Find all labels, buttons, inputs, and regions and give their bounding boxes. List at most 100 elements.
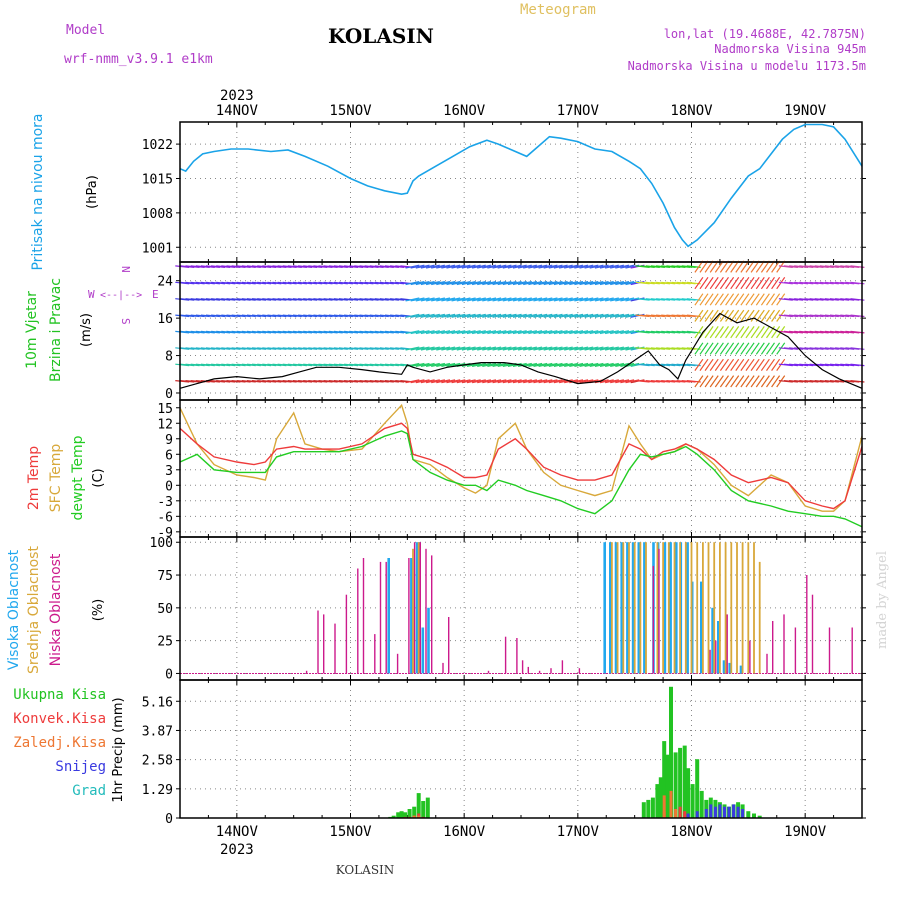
precip-bar-0: [655, 784, 660, 818]
wind-barb: [471, 330, 486, 335]
cloud-unit-label: (%): [91, 599, 106, 622]
cloud-bar-2: [578, 668, 581, 674]
precip-bar-0: [673, 752, 678, 818]
bottom-day-label: 17NOV: [557, 824, 600, 840]
top-day-label: 19NOV: [784, 103, 827, 119]
wind-barb: [420, 313, 435, 318]
wind-barb: [579, 313, 594, 318]
wind-barb: [451, 346, 466, 351]
precipitation-ytick-label: 5.16: [142, 695, 173, 710]
wind-barb: [694, 342, 704, 355]
cloud-bar-0: [669, 542, 672, 674]
cloud-bar-1: [639, 542, 642, 674]
wind-barb: [558, 313, 573, 318]
wind-barb: [471, 313, 486, 318]
cloud-bar-2: [357, 568, 359, 674]
cloud-bar-2: [487, 670, 490, 674]
wind-barb: [730, 260, 740, 273]
wind-barb: [420, 297, 435, 302]
cloud-bar-0: [675, 542, 678, 674]
wind-barb: [477, 362, 492, 367]
wind-barb: [714, 326, 724, 339]
precip-bar-0: [650, 797, 655, 818]
wind-barb: [771, 326, 781, 339]
wind-barb: [750, 293, 760, 306]
cloud-bar-1: [702, 542, 704, 674]
wind-barb: [410, 379, 425, 384]
bottom-day-label: 15NOV: [329, 824, 372, 840]
wind-barb: [492, 281, 507, 286]
wind-barb: [507, 313, 522, 318]
wind-barb: [574, 362, 589, 367]
wind-barb: [512, 379, 527, 384]
wind-barb: [714, 342, 724, 355]
wind-barb: [425, 281, 440, 286]
wind-barb: [451, 379, 466, 384]
pressure-unit-label: (hPa): [85, 175, 100, 209]
wind-barb: [771, 375, 781, 388]
wind-barb: [760, 342, 770, 355]
wind-barb: [456, 379, 471, 384]
precip-bar-3: [709, 804, 713, 818]
precip-bar-3: [713, 806, 717, 818]
wind-unit-label: (m/s): [79, 313, 94, 347]
wind-barb: [471, 264, 486, 269]
wind-barb: [719, 342, 729, 355]
wind-barb: [589, 362, 604, 367]
wind-barb: [487, 362, 502, 367]
wind-barb: [512, 297, 527, 302]
wind-barb: [466, 297, 481, 302]
wind-barb: [512, 264, 527, 269]
wind-barb: [456, 281, 471, 286]
cloud-bar-1: [622, 542, 625, 674]
precip-bar-3: [695, 811, 699, 818]
elevation-label: Nadmorska Visina 945m: [714, 42, 866, 56]
wind-barb: [538, 264, 553, 269]
wind-barb: [487, 281, 502, 286]
temperature-ytick-label: -3: [157, 495, 173, 510]
wind-barb: [725, 358, 735, 371]
wind-barb: [610, 330, 625, 335]
wind-barb: [558, 264, 573, 269]
precip-bar-0: [412, 806, 417, 818]
wind-barb: [704, 358, 714, 371]
wind-barb: [771, 260, 781, 273]
wind-barb: [709, 309, 719, 322]
cloud-bar-2: [323, 614, 325, 674]
cloud-bar-2: [448, 617, 450, 674]
cloud-bar-1: [758, 561, 761, 674]
wind-barb: [441, 346, 456, 351]
cloud-bar-2: [385, 561, 387, 674]
wind-barb: [709, 293, 719, 306]
wind-barb: [709, 375, 719, 388]
wind-barb: [745, 326, 755, 339]
wind-barb: [517, 281, 532, 286]
wind-barb: [543, 297, 558, 302]
temperature-ytick-label: 15: [157, 402, 173, 417]
cloud-bar-2: [408, 558, 410, 674]
temp-2m-line: [179, 422, 863, 510]
cloud-bar-2: [538, 670, 541, 674]
cloud-bar-2: [527, 666, 529, 674]
wind-barb: [538, 379, 553, 384]
cloud-bar-2: [652, 565, 654, 674]
wind-barb: [415, 346, 430, 351]
pressure-series-line: [179, 123, 863, 248]
cloud-bar-1: [611, 542, 613, 674]
wind-barb: [507, 379, 522, 384]
wind-barb: [477, 264, 492, 269]
wind-barb: [420, 379, 435, 384]
wind-barb: [533, 346, 548, 351]
wind-barb: [410, 297, 425, 302]
wind-barb: [709, 276, 719, 290]
cloud-bar-1: [662, 542, 664, 674]
wind-barb: [415, 379, 430, 384]
wind-barb: [699, 276, 709, 290]
cloud-bar-2: [772, 621, 774, 674]
cloud-bar-1: [633, 542, 636, 674]
cloud-bar-1: [753, 542, 755, 674]
wind-barb: [574, 281, 589, 286]
wind-barb: [425, 313, 440, 318]
wind-barb: [471, 379, 486, 384]
wind-barb: [574, 330, 589, 335]
